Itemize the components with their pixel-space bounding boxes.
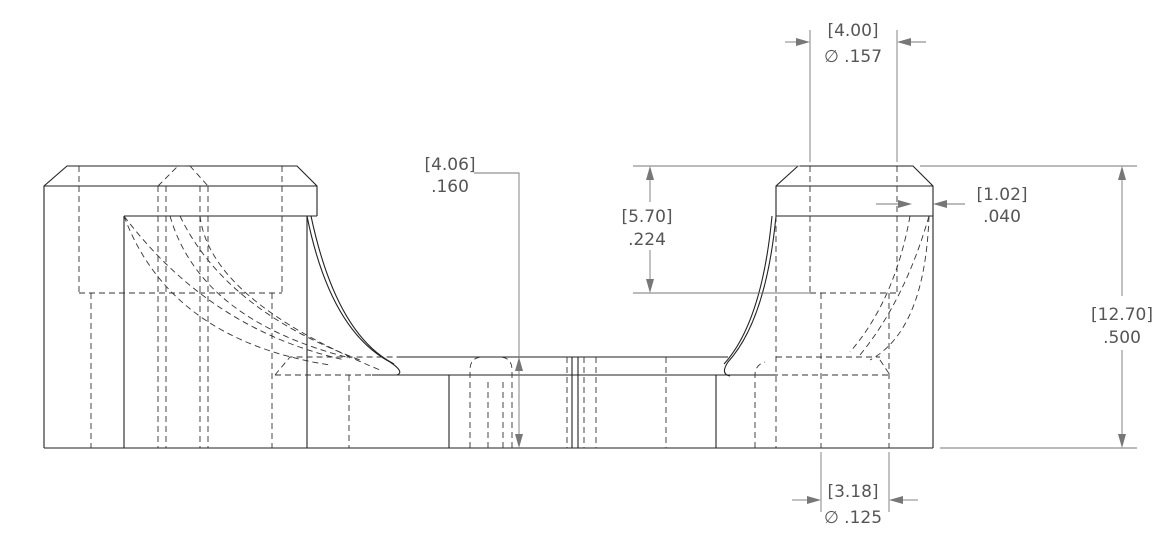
chamfer-imperial-label: .040 bbox=[983, 207, 1021, 227]
hole-bottom-imperial-label: ∅ .125 bbox=[824, 508, 882, 528]
chamfer-metric-label: [1.02] bbox=[976, 185, 1027, 205]
hole-top-metric-label: [4.00] bbox=[827, 21, 878, 41]
counterbore-imperial-label: .224 bbox=[628, 230, 666, 250]
slot-depth-imperial-label: .160 bbox=[431, 177, 469, 197]
counterbore-metric-label: [5.70] bbox=[621, 207, 672, 227]
hole-bottom-metric-label: [3.18] bbox=[827, 482, 878, 502]
hidden-lines bbox=[78, 165, 930, 448]
hole-top-imperial-label: ∅ .157 bbox=[824, 47, 882, 67]
slot-depth-metric-label: [4.06] bbox=[424, 155, 475, 175]
dimension-graphics bbox=[474, 30, 1137, 512]
part-outline bbox=[43, 165, 934, 449]
height-metric-label: [12.70] bbox=[1091, 305, 1153, 325]
height-imperial-label: .500 bbox=[1103, 328, 1141, 348]
